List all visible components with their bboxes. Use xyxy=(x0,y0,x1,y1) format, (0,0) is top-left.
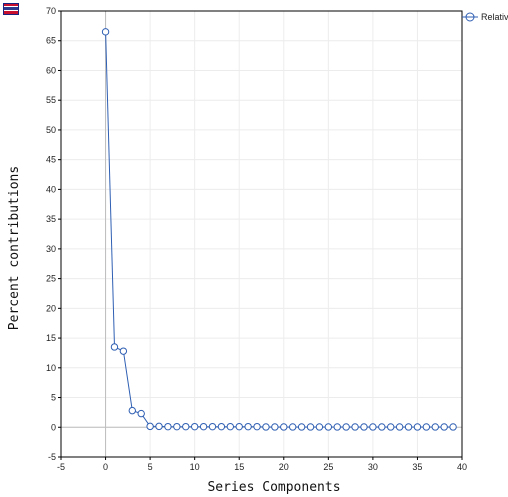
data-point[interactable] xyxy=(395,423,404,431)
y-tick-label: 60 xyxy=(46,65,56,75)
data-point[interactable] xyxy=(413,423,422,431)
y-tick-label: 65 xyxy=(46,36,56,46)
data-point[interactable] xyxy=(342,423,350,431)
data-point[interactable] xyxy=(404,423,413,431)
y-tick-label: -5 xyxy=(48,452,56,462)
menu-bar-bottom xyxy=(3,11,19,14)
data-point[interactable] xyxy=(297,423,306,431)
data-point[interactable] xyxy=(137,409,145,418)
zero-lines xyxy=(61,11,462,457)
data-point[interactable] xyxy=(128,406,136,415)
grid xyxy=(60,10,463,458)
y-tick-label: 70 xyxy=(46,6,56,16)
data-point[interactable] xyxy=(226,422,235,431)
y-tick-label: 45 xyxy=(46,155,56,165)
data-point[interactable] xyxy=(146,422,154,431)
menu-grid-icon[interactable] xyxy=(3,3,19,15)
data-point[interactable] xyxy=(119,347,128,355)
data-point[interactable] xyxy=(235,422,243,431)
data-point[interactable] xyxy=(351,423,359,431)
data-point[interactable] xyxy=(440,423,448,431)
data-point[interactable] xyxy=(244,422,252,431)
data-point[interactable] xyxy=(164,422,172,431)
menu-frame xyxy=(3,3,19,15)
y-tick-label: 30 xyxy=(46,244,56,254)
data-point[interactable] xyxy=(315,423,324,431)
x-axis-title: Series Components xyxy=(207,480,340,495)
data-point[interactable] xyxy=(369,423,377,431)
x-tick-label: 10 xyxy=(190,462,200,472)
legend[interactable]: Relativ xyxy=(462,12,508,22)
data-point[interactable] xyxy=(271,423,279,431)
x-tick-label: 35 xyxy=(412,462,422,472)
data-point[interactable] xyxy=(360,423,368,431)
data-point[interactable] xyxy=(288,423,297,431)
data-point[interactable] xyxy=(208,422,217,431)
data-point[interactable] xyxy=(449,423,457,431)
x-tick-label: -5 xyxy=(57,462,65,472)
y-axis-title: Percent contributions xyxy=(7,166,22,330)
x-tick-label: 5 xyxy=(148,462,153,472)
y-tick-label: 35 xyxy=(46,214,56,224)
data-point[interactable] xyxy=(333,423,341,431)
legend-marker xyxy=(465,12,475,22)
y-axis-ticks: -5 0 5 10 15 20 25 30 35 40 45 50 55 60 65 70 xyxy=(46,6,61,462)
data-point[interactable] xyxy=(110,343,119,351)
data-point[interactable] xyxy=(190,422,199,431)
y-tick-label: 50 xyxy=(46,125,56,135)
data-point[interactable] xyxy=(182,422,190,431)
y-tick-label: 20 xyxy=(46,303,56,313)
data-point[interactable] xyxy=(431,423,439,431)
y-tick-label: 5 xyxy=(51,393,56,403)
x-tick-label: 0 xyxy=(103,462,108,472)
data-point[interactable] xyxy=(280,423,288,431)
data-point[interactable] xyxy=(306,423,315,431)
x-tick-label: 15 xyxy=(234,462,244,472)
data-point[interactable] xyxy=(253,422,261,431)
x-tick-label: 40 xyxy=(457,462,467,472)
data-point[interactable] xyxy=(378,423,386,431)
data-point[interactable] xyxy=(173,422,181,431)
data-point[interactable] xyxy=(155,422,163,431)
data-point[interactable] xyxy=(422,423,431,431)
x-tick-label: 25 xyxy=(323,462,333,472)
y-tick-label: 40 xyxy=(46,184,56,194)
plot-frame xyxy=(60,10,463,458)
data-point[interactable] xyxy=(199,422,208,431)
series-line xyxy=(105,31,454,428)
y-tick-label: 25 xyxy=(46,274,56,284)
y-tick-label: 15 xyxy=(46,333,56,343)
x-tick-label: 20 xyxy=(279,462,289,472)
y-tick-label: 55 xyxy=(46,95,56,105)
data-point[interactable] xyxy=(387,423,395,431)
data-point[interactable] xyxy=(101,28,110,36)
legend-label: Relativ xyxy=(481,12,508,22)
y-tick-label: 10 xyxy=(46,363,56,373)
data-point[interactable] xyxy=(217,422,226,431)
menu-bar-middle xyxy=(3,7,19,10)
x-tick-label: 30 xyxy=(368,462,378,472)
data-point[interactable] xyxy=(324,423,333,431)
y-tick-label: 0 xyxy=(51,422,56,432)
data-point[interactable] xyxy=(262,423,270,431)
x-axis-ticks: -5 0 5 10 15 20 25 30 35 40 xyxy=(57,457,467,472)
series-group xyxy=(101,28,457,431)
menu-bar-top xyxy=(3,3,19,6)
